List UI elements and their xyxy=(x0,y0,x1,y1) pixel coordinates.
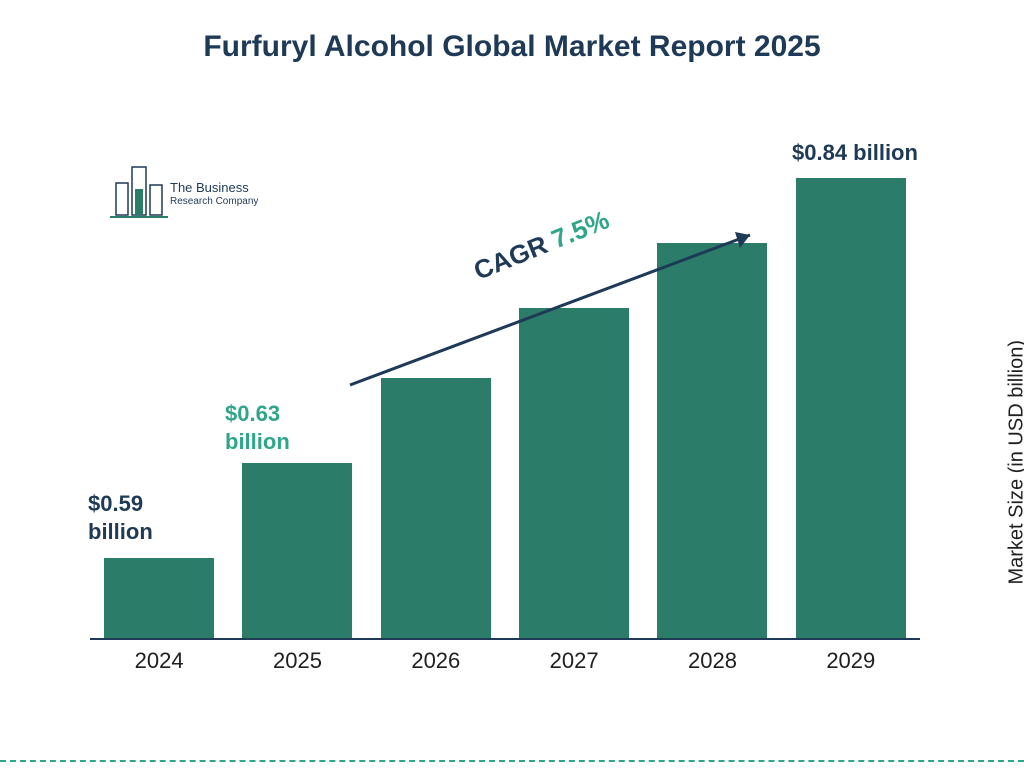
bar-2024 xyxy=(99,558,219,638)
xaxis-label: 2028 xyxy=(652,648,772,674)
value-callout-2029: $0.84 billion xyxy=(792,140,918,166)
cagr-annotation: CAGR 7.5% xyxy=(340,220,770,380)
xaxis-label: 2029 xyxy=(791,648,911,674)
xaxis-label: 2025 xyxy=(237,648,357,674)
page-title: Furfuryl Alcohol Global Market Report 20… xyxy=(0,0,1024,64)
bottom-divider xyxy=(0,760,1024,762)
xaxis-label: 2024 xyxy=(99,648,219,674)
xaxis-label: 2026 xyxy=(376,648,496,674)
bar-2029 xyxy=(791,178,911,638)
value-callout-2025: $0.63billion xyxy=(225,400,315,455)
xaxis-label: 2027 xyxy=(514,648,634,674)
value-callout-2024: $0.59billion xyxy=(88,490,178,545)
y-axis-label: Market Size (in USD billion) xyxy=(1006,340,1024,585)
x-axis: 2024 2025 2026 2027 2028 2029 xyxy=(90,640,920,680)
bar-2026 xyxy=(376,378,496,638)
bar-2025 xyxy=(237,463,357,638)
